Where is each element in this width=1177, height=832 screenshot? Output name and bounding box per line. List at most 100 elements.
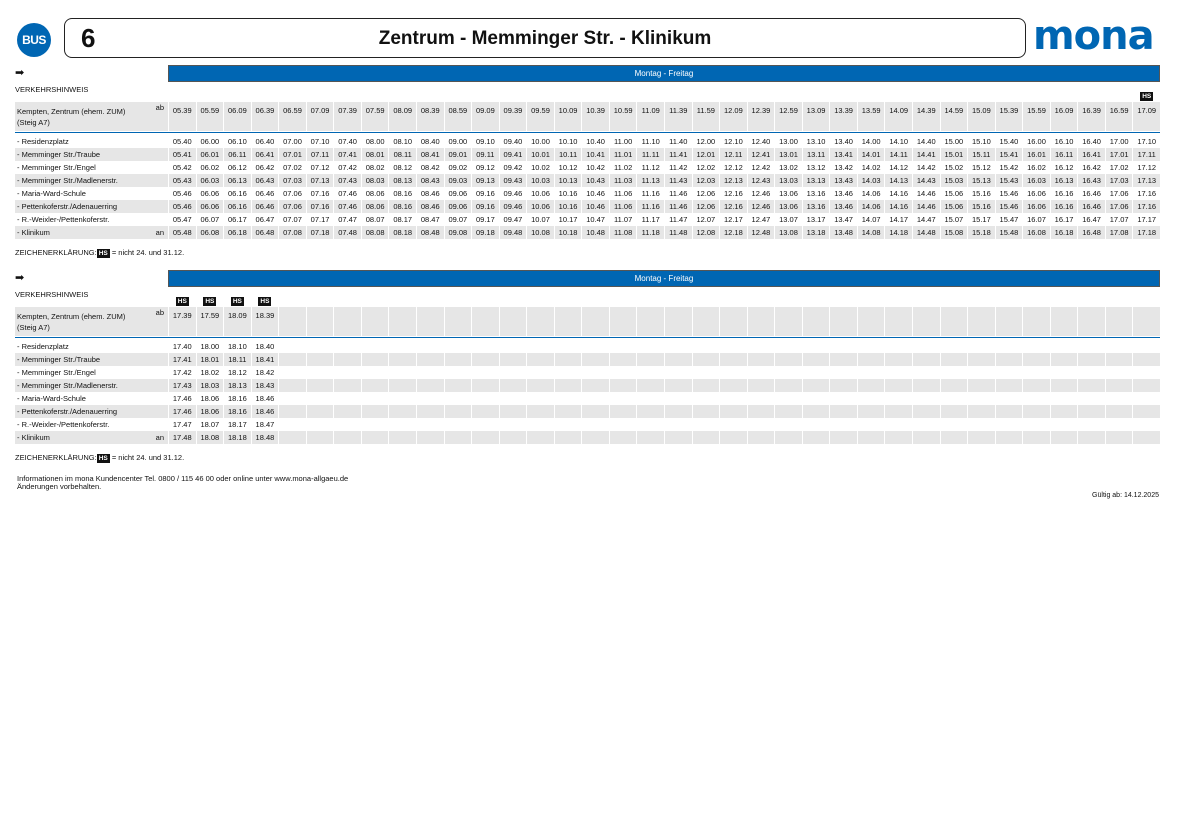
time-cell: 10.00: [531, 137, 550, 146]
departure-time: [279, 307, 306, 336]
time-cell: 11.02: [614, 163, 633, 172]
time-cell: [554, 379, 582, 392]
traffic-hint-label: VERKEHRSHINWEIS: [15, 290, 89, 299]
time-cell: 07.08: [279, 226, 306, 239]
time-cell: 10.13: [554, 174, 582, 187]
time-cell: [830, 392, 857, 405]
departure-time: 16.09: [1050, 102, 1078, 131]
empty-cell: [803, 296, 830, 306]
time-cell: 16.06: [1027, 189, 1046, 198]
time-cell: 18.12: [227, 368, 247, 377]
time-cell: [885, 405, 912, 418]
stop-label: - Klinikum: [17, 433, 50, 442]
time-cell: 15.43: [995, 174, 1023, 187]
time-cell: [334, 340, 361, 353]
stop-name: - Memminger Str./Engel: [15, 161, 168, 174]
departure-time: [968, 307, 995, 336]
empty-cell: [885, 296, 912, 306]
departure-time: 09.09: [472, 102, 499, 131]
time-cell: 15.40: [999, 137, 1019, 146]
time-cell: [857, 379, 885, 392]
time-cell: 18.18: [224, 431, 251, 444]
empty-cell: [1106, 91, 1133, 101]
time-cell: 17.12: [1137, 163, 1157, 172]
time-cell: 08.06: [361, 200, 389, 213]
empty-cell: [307, 296, 334, 306]
time-cell: 16.46: [1078, 200, 1105, 213]
time-cell: 08.07: [365, 215, 385, 224]
time-cell: 09.02: [448, 163, 468, 172]
time-cell: 10.01: [527, 148, 554, 161]
stop-name: - Maria-Ward-Schule: [15, 187, 168, 200]
time-cell: [941, 340, 968, 353]
time-cell: [830, 431, 857, 444]
time-cell: 12.06: [696, 189, 716, 198]
stop-name: - Pettenkoferstr./Adenauerring: [15, 200, 168, 213]
table-row: - R.-Weixler-/Pettenkoferstr. 05.47 06.07 0…: [15, 213, 1160, 226]
empty-cell: [1133, 296, 1160, 306]
empty-cell: [224, 91, 251, 101]
time-cell: [1023, 353, 1050, 366]
table-row: - Pettenkoferstr./Adenauerring 17.46 18.06…: [15, 405, 1160, 418]
time-cell: 08.16: [389, 200, 416, 213]
time-cell: 18.06: [200, 394, 220, 403]
time-cell: 12.08: [692, 226, 720, 239]
time-cell: [802, 379, 830, 392]
time-cell: [1078, 340, 1105, 353]
empty-cell: [500, 91, 527, 101]
time-cell: [1106, 392, 1133, 405]
time-cell: [775, 379, 802, 392]
time-cell: 13.13: [802, 174, 830, 187]
time-cell: [1078, 405, 1105, 418]
time-cell: [500, 418, 527, 431]
timetable-block: ➡ Montag - Freitag VERKEHRSHINWEIS HS Kempte…: [15, 65, 1160, 265]
empty-cell: [362, 91, 389, 101]
time-cell: 06.47: [255, 215, 275, 224]
table-row: - Memminger Str./Traube 17.41 18.01 18.11 18…: [15, 353, 1160, 366]
time-cell: [693, 418, 720, 431]
time-cell: 12.06: [692, 200, 720, 213]
stop-label: - Residenzplatz: [17, 342, 69, 351]
time-cell: [995, 353, 1023, 366]
time-cell: 10.06: [527, 200, 554, 213]
time-cell: [444, 353, 472, 366]
time-cell: [555, 340, 582, 353]
time-cell: 18.00: [200, 342, 220, 351]
time-cell: 05.48: [169, 226, 196, 239]
time-cell: 11.48: [664, 226, 692, 239]
line-number: 6: [81, 23, 96, 53]
departure-time: 15.09: [968, 102, 995, 131]
time-cell: 13.02: [779, 163, 798, 172]
time-cell: 12.41: [747, 148, 775, 161]
time-cell: [858, 392, 885, 405]
time-cell: [664, 431, 692, 444]
time-cell: 14.01: [857, 148, 885, 161]
time-cell: 17.40: [172, 342, 192, 351]
time-cell: [279, 340, 306, 353]
time-cell: [1023, 405, 1050, 418]
time-cell: 08.43: [416, 174, 444, 187]
departure-time: 14.09: [885, 102, 912, 131]
time-cell: 06.01: [196, 148, 224, 161]
time-cell: 14.10: [889, 137, 909, 146]
time-cell: 13.00: [779, 137, 798, 146]
origin-row: Kempten, Zentrum (ehem. ZUM) (Steig A7) ab…: [15, 307, 1160, 336]
valid-from: Gültig ab: 14.12.2025: [1092, 492, 1159, 499]
time-cell: [279, 405, 306, 418]
time-cell: [334, 379, 361, 392]
time-cell: 12.11: [720, 148, 747, 161]
time-cell: [968, 418, 995, 431]
time-cell: 11.01: [609, 148, 637, 161]
time-cell: [995, 431, 1023, 444]
stop-name: - Klinikum an: [15, 226, 168, 239]
time-cell: [857, 431, 885, 444]
empty-cell: [389, 91, 416, 101]
time-cell: [1078, 353, 1105, 366]
time-cell: 16.03: [1023, 174, 1050, 187]
time-cell: 18.16: [224, 405, 251, 418]
departure-time: [664, 307, 692, 336]
time-cell: [389, 353, 416, 366]
stop-label: - Maria-Ward-Schule: [17, 394, 86, 403]
time-cell: 13.41: [830, 148, 857, 161]
table-row: - Klinikum an 05.48 06.08 06.18 06.48 07.08 07.…: [15, 226, 1160, 239]
